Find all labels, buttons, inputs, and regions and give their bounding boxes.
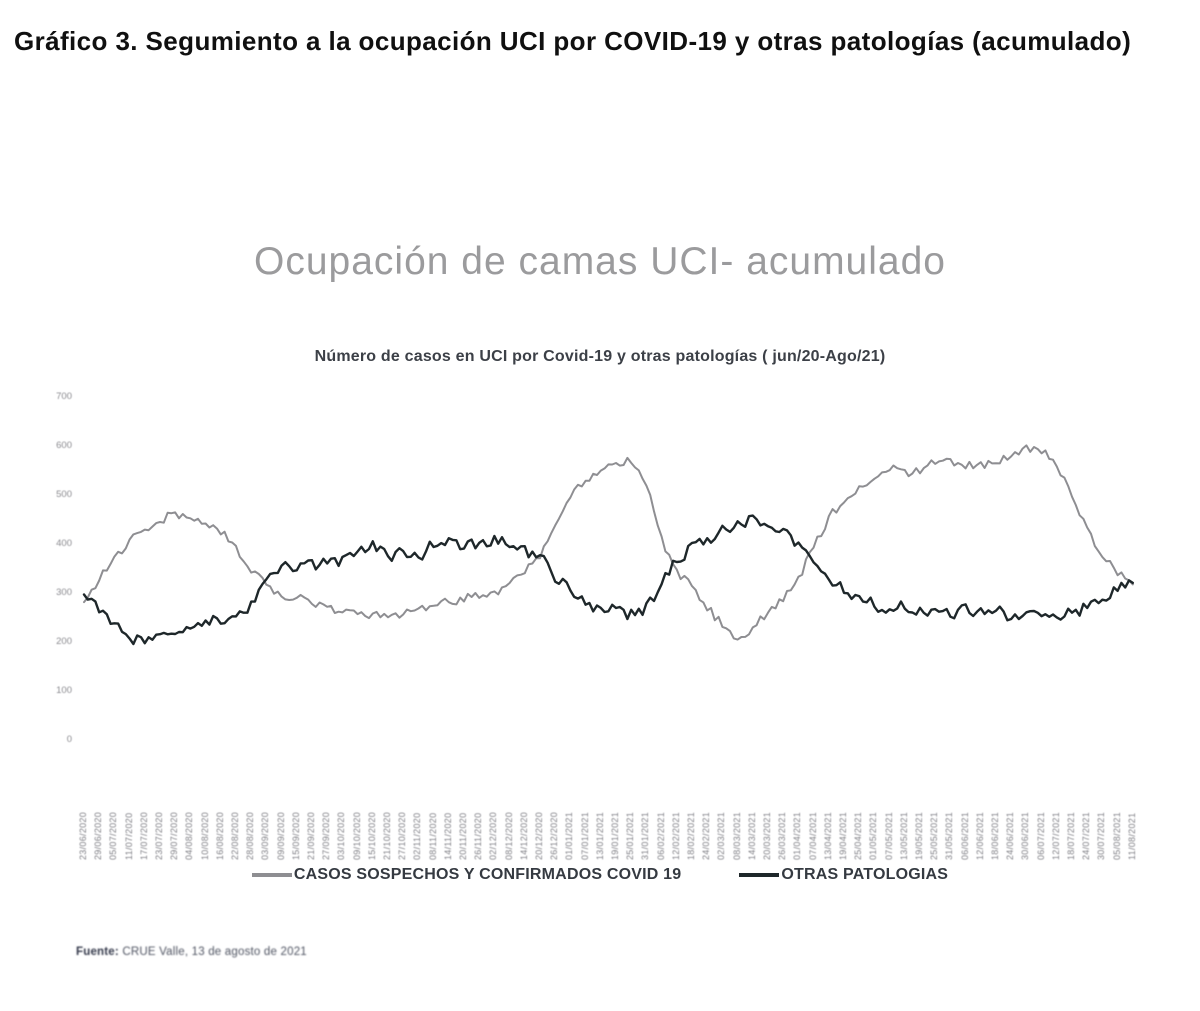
covid-line-series (83, 444, 1134, 641)
x-tick-label: 07/01/2021 (579, 811, 590, 860)
x-tick-label: 27/10/2020 (397, 811, 408, 860)
x-tick-label: 22/08/2020 (230, 811, 240, 860)
x-tick-label: 26/12/2020 (549, 811, 560, 860)
x-tick-label: 29/07/2020 (169, 811, 180, 860)
x-tick-label: 01/01/2021 (564, 811, 575, 860)
x-tick-label: 01/04/2021 (792, 811, 803, 860)
x-tick-label: 10/08/2020 (199, 811, 210, 860)
legend-item-covid: CASOS SOSPECHOS Y CONFIRMADOS COVID 19 (251, 866, 682, 884)
x-tick-label: 24/06/2021 (1005, 811, 1016, 860)
y-tick-label: 300 (56, 587, 72, 598)
x-tick-label: 07/04/2021 (807, 811, 818, 860)
x-tick-label: 25/05/2021 (929, 811, 940, 860)
y-tick-label: 700 (56, 391, 72, 402)
x-tick-label: 11/07/2020 (123, 812, 134, 860)
x-tick-label: 14/03/2021 (746, 811, 757, 860)
x-tick-label: 12/06/2021 (974, 811, 985, 860)
x-tick-label: 21/09/2020 (306, 811, 316, 860)
y-tick-label: 200 (56, 636, 72, 647)
x-tick-label: 23/07/2020 (154, 811, 164, 860)
x-tick-label: 16/08/2020 (214, 811, 225, 860)
x-tick-label: 28/08/2020 (245, 811, 256, 860)
x-tick-label: 26/03/2021 (777, 811, 788, 860)
y-tick-label: 100 (56, 685, 72, 696)
y-tick-label: 500 (56, 489, 72, 500)
x-tick-label: 13/01/2021 (594, 811, 605, 860)
x-tick-label: 29/06/2020 (93, 811, 104, 860)
x-tick-label: 15/10/2020 (366, 811, 377, 860)
y-tick-label: 600 (56, 440, 72, 451)
covid-line-swatch (251, 873, 292, 877)
x-tick-label: 25/01/2021 (625, 811, 636, 860)
x-tick-label: 07/05/2021 (883, 811, 894, 860)
x-tick-label: 13/05/2021 (898, 811, 909, 860)
legend-item-otras: OTRAS PATOLOGIAS (739, 866, 948, 884)
x-tick-label: 05/07/2020 (108, 811, 119, 860)
x-tick-label: 08/03/2021 (731, 811, 742, 860)
x-tick-label: 14/12/2020 (518, 811, 529, 860)
otras-line-swatch (739, 873, 780, 877)
x-tick-label: 19/04/2021 (838, 811, 848, 860)
x-tick-label: 11/08/2021 (1126, 812, 1137, 860)
x-tick-label: 09/09/2020 (275, 811, 286, 860)
x-tick-label: 02/03/2021 (716, 811, 727, 860)
legend-label-covid: CASOS SOSPECHOS Y CONFIRMADOS COVID 19 (293, 866, 682, 883)
x-tick-label: 30/07/2021 (1096, 811, 1107, 860)
x-tick-label: 19/01/2021 (610, 811, 620, 860)
x-tick-label: 01/05/2021 (868, 811, 879, 860)
x-tick-label: 27/09/2020 (321, 811, 332, 860)
x-tick-label: 18/02/2021 (686, 811, 696, 860)
x-tick-label: 08/11/2020 (427, 812, 438, 860)
x-tick-label: 26/11/2020 (473, 812, 484, 860)
x-tick-label: 03/10/2020 (336, 811, 347, 860)
chart-subtitle: Número de casos en UCI por Covid-19 y ot… (314, 348, 886, 365)
x-tick-label: 20/11/2020 (458, 812, 468, 860)
x-tick-label: 06/07/2021 (1035, 811, 1046, 860)
x-tick-label: 06/02/2021 (655, 811, 666, 860)
x-tick-label: 24/07/2021 (1081, 811, 1092, 860)
x-tick-label: 19/05/2021 (914, 811, 924, 860)
x-tick-label: 17/07/2020 (138, 811, 149, 860)
y-tick-label: 400 (56, 538, 72, 549)
x-tick-label: 06/06/2021 (959, 811, 970, 860)
chart-title: Ocupación de camas UCI- acumulado (254, 240, 946, 283)
x-tick-label: 31/05/2021 (944, 811, 955, 860)
x-tick-label: 18/07/2021 (1066, 811, 1076, 860)
x-tick-label: 18/06/2021 (990, 811, 1000, 860)
x-tick-label: 31/01/2021 (640, 811, 651, 860)
x-tick-label: 03/09/2020 (260, 811, 271, 860)
legend-label-otras: OTRAS PATOLOGIAS (781, 866, 949, 883)
x-tick-label: 25/04/2021 (853, 811, 864, 860)
x-tick-label: 20/12/2020 (534, 811, 544, 860)
x-tick-label: 09/10/2020 (351, 811, 362, 860)
x-tick-label: 04/08/2020 (184, 811, 195, 860)
x-tick-label: 21/10/2020 (382, 811, 392, 860)
x-tick-label: 12/02/2021 (670, 811, 681, 860)
x-tick-label: 12/07/2021 (1050, 811, 1061, 860)
x-tick-label: 02/11/2020 (412, 812, 423, 860)
line-chart-plot (82, 444, 1134, 646)
otras-patologias-line-series (82, 514, 1134, 646)
source-note: Fuente: CRUE Valle, 13 de agosto de 2021 (76, 946, 307, 958)
x-tick-label: 24/02/2021 (701, 811, 712, 860)
x-tick-label: 02/12/2020 (488, 811, 499, 860)
x-tick-label: 05/08/2021 (1111, 811, 1122, 860)
x-tick-label: 20/03/2021 (762, 811, 772, 860)
x-tick-label: 15/09/2020 (290, 811, 301, 860)
x-tick-label: 13/04/2021 (822, 811, 833, 860)
source-text: CRUE Valle, 13 de agosto de 2021 (118, 946, 307, 958)
x-tick-label: 08/12/2020 (503, 811, 514, 860)
x-tick-label: 23/06/2020 (78, 811, 88, 860)
chart-legend: CASOS SOSPECHOS Y CONFIRMADOS COVID 19 O… (0, 866, 1200, 884)
y-tick-label: 0 (66, 734, 72, 745)
x-tick-label: 14/11/2020 (442, 812, 453, 860)
source-label: Fuente: (76, 946, 119, 958)
page-title: Gráfico 3. Segumiento a la ocupación UCI… (14, 26, 1132, 56)
x-tick-label: 30/06/2021 (1020, 811, 1031, 860)
